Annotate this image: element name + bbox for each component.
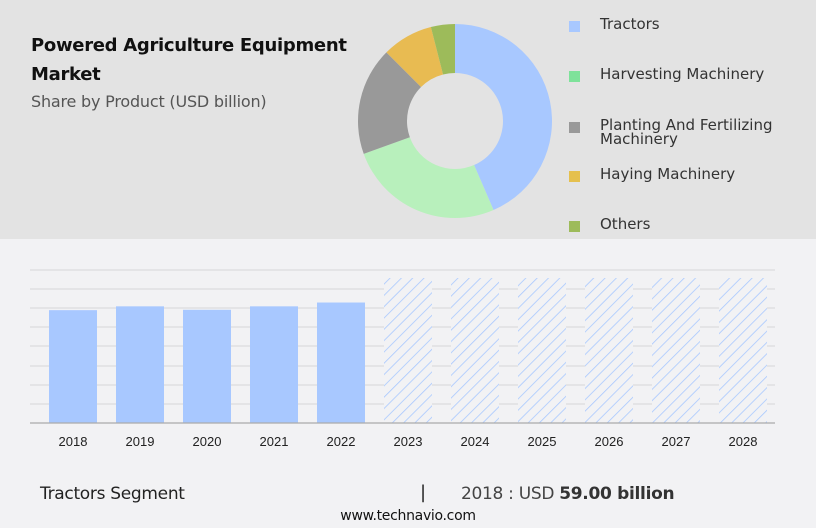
bar-2019: [116, 306, 164, 423]
forecast-bar-2023: [384, 278, 432, 423]
x-tick-label: 2021: [260, 434, 289, 449]
legend-label: Haying Machinery: [600, 165, 736, 183]
x-tick-label: 2023: [394, 434, 423, 449]
bar-2022: [317, 302, 365, 423]
footer-separator: |: [420, 482, 427, 503]
chart-title: Powered Agriculture Equipment Market: [31, 35, 347, 85]
bar-2021: [250, 306, 298, 423]
forecast-bar-2024: [451, 278, 499, 423]
donut-slice-haying-machinery: [386, 27, 444, 88]
legend-label: Planting And Fertilizing Machinery: [600, 116, 773, 148]
x-tick-label: 2026: [595, 434, 624, 449]
bar-2018: [49, 310, 97, 423]
forecast-bar-2027: [652, 278, 700, 423]
x-tick-label: 2024: [461, 434, 490, 449]
x-tick-label: 2027: [662, 434, 691, 449]
bar-chart: 2018 2019 2020 2021 2022 2023 2024 2025 2026 2027…: [30, 269, 775, 449]
forecast-bar-2026: [585, 278, 633, 423]
website-link[interactable]: www.technavio.com: [340, 508, 476, 524]
legend-swatch: [569, 21, 580, 32]
legend-label: Harvesting Machinery: [600, 65, 765, 83]
segment-value-amount: 59.00 billion: [559, 484, 675, 504]
donut-slice-harvesting-machinery: [363, 137, 494, 218]
donut-slice-tractors: [455, 24, 552, 211]
legend-item-haying: Haying Machinery: [569, 167, 735, 182]
x-tick-label: 2028: [729, 434, 758, 449]
chart-subtitle: Share by Product (USD billion): [31, 92, 267, 111]
legend-item-harvesting: Harvesting Machinery: [569, 67, 764, 82]
legend-item-tractors: Tractors: [569, 17, 660, 32]
donut-chart: [358, 24, 552, 218]
segment-year-prefix: 2018 : USD: [461, 484, 555, 504]
legend-item-planting: Planting And Fertilizing Machinery: [569, 118, 772, 147]
legend-swatch: [569, 122, 580, 133]
legend-label: Tractors: [600, 15, 660, 33]
legend-swatch: [569, 171, 580, 182]
donut-slice-planting-and-fertilizing-machinery: [358, 52, 422, 154]
legend-label: Others: [600, 215, 651, 233]
legend-item-others: Others: [569, 217, 650, 232]
x-tick-label: 2018: [59, 434, 88, 449]
x-tick-label: 2019: [126, 434, 155, 449]
forecast-bar-2025: [518, 278, 566, 423]
forecast-bar-2028: [719, 278, 767, 423]
x-tick-label: 2022: [327, 434, 356, 449]
legend-swatch: [569, 221, 580, 232]
donut-slice-others: [430, 24, 455, 75]
segment-label: Tractors Segment: [40, 484, 185, 504]
bar-2020: [183, 309, 231, 423]
segment-value: 2018 : USD 59.00 billion: [461, 484, 675, 504]
legend-swatch: [569, 71, 580, 82]
x-tick-label: 2025: [528, 434, 557, 449]
x-tick-label: 2020: [193, 434, 222, 449]
